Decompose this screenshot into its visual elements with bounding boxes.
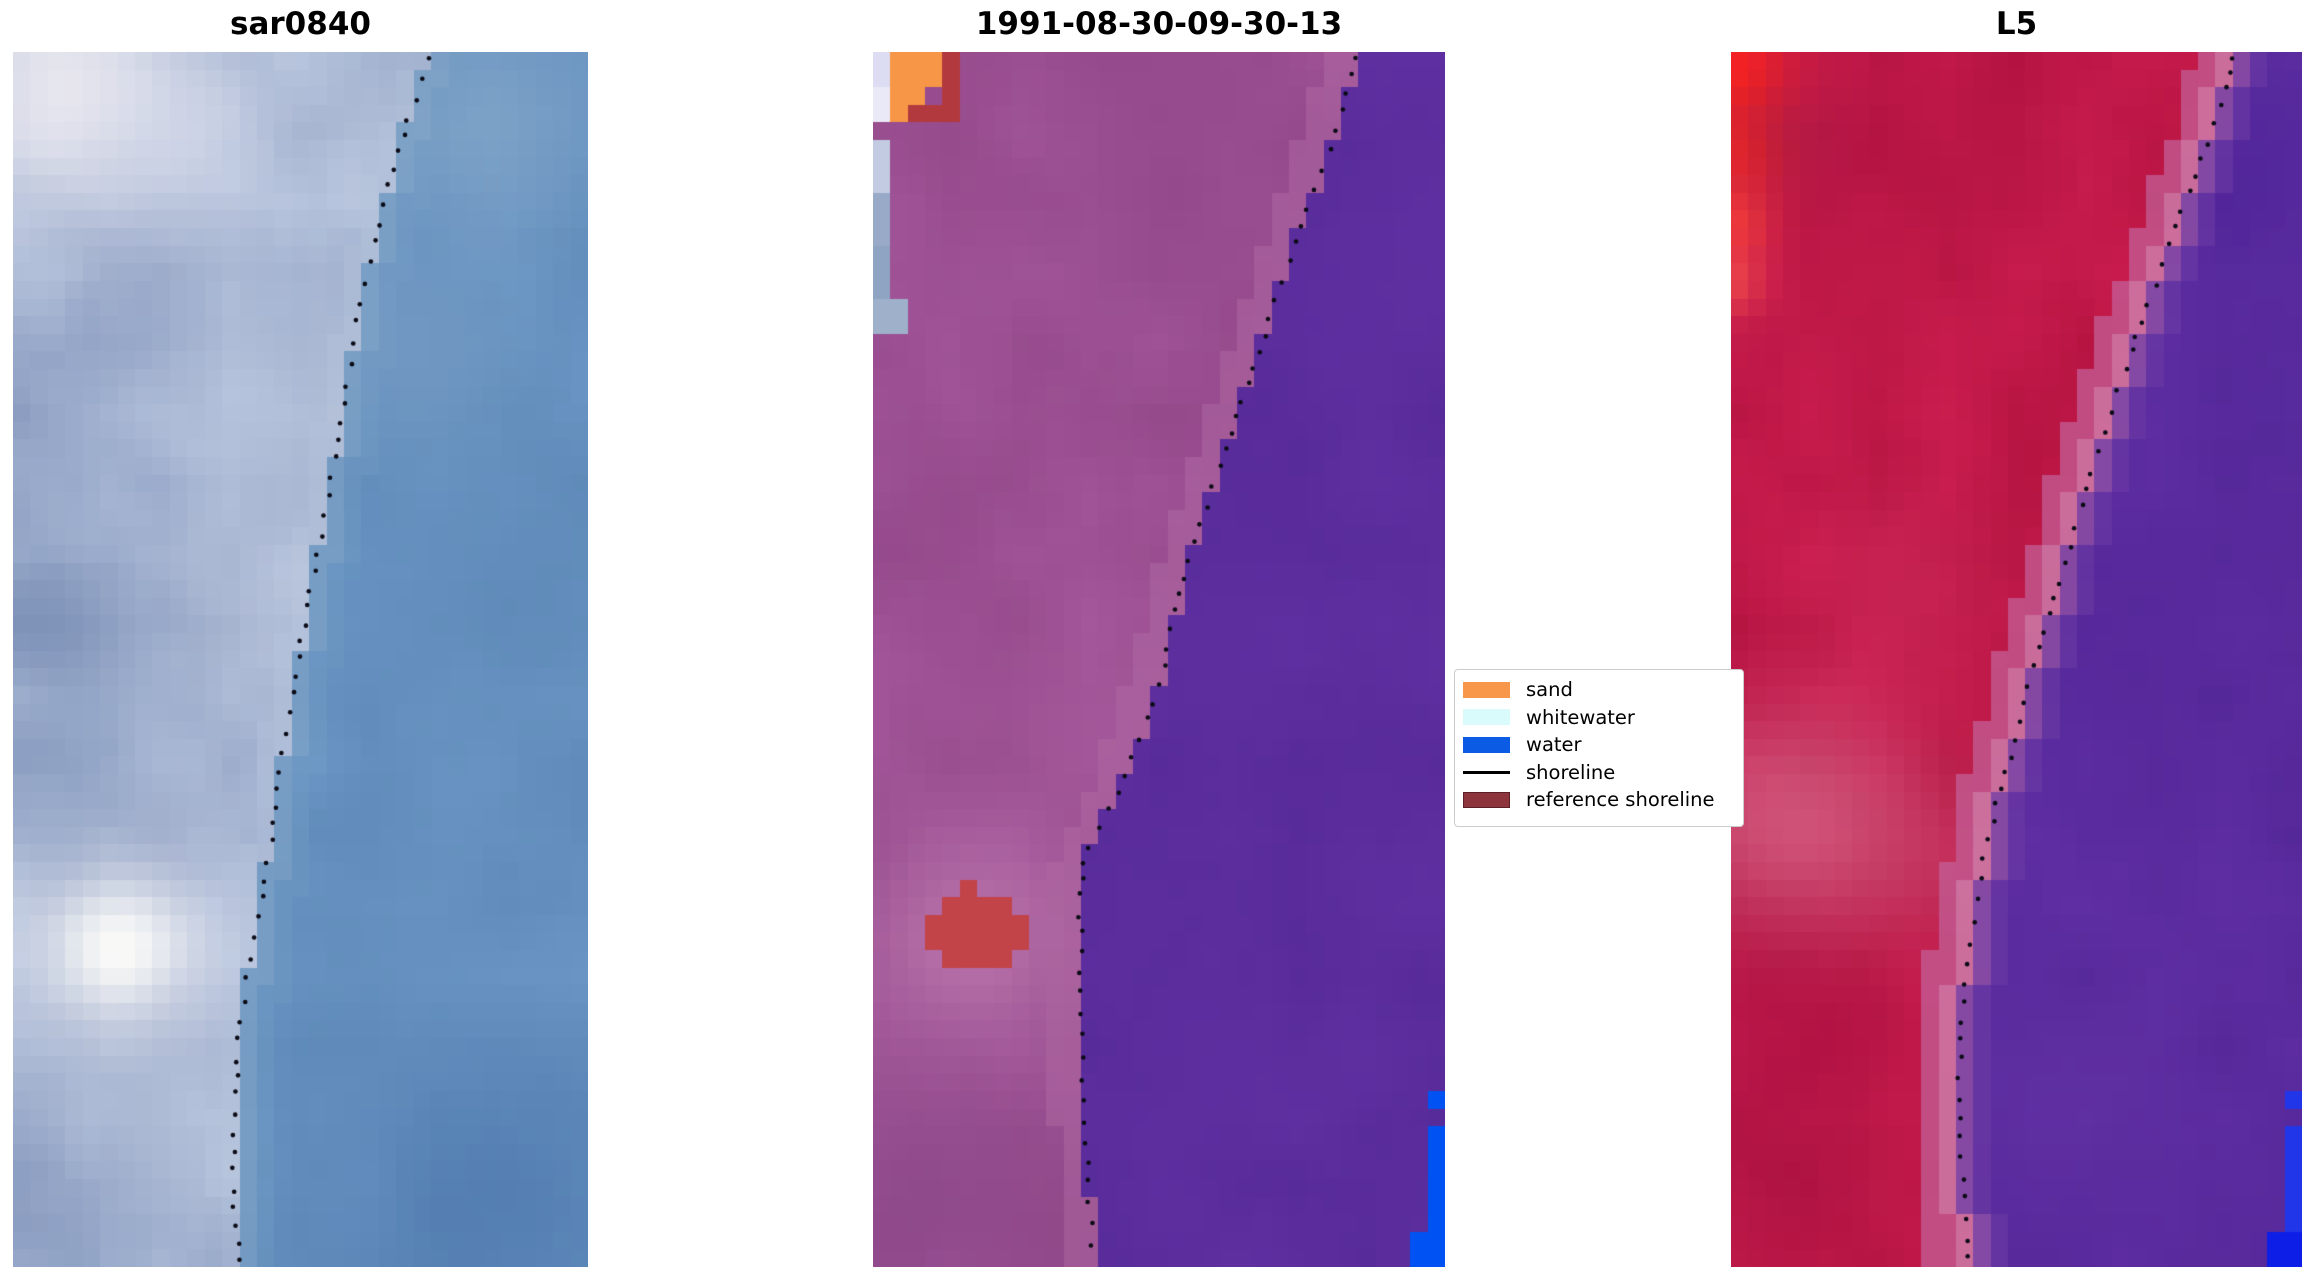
panel-sar0840: sar0840 <box>13 6 588 1267</box>
panel-title-sar0840: sar0840 <box>230 6 371 42</box>
legend-row-sand: sand <box>1463 676 1743 704</box>
panel-title-classified-date: 1991-08-30-09-30-13 <box>975 6 1343 42</box>
legend-swatch-water <box>1463 736 1510 753</box>
classified-canvas <box>873 52 1445 1267</box>
panel-title-l5: L5 <box>1995 6 2038 42</box>
l5-canvas <box>1731 52 2302 1267</box>
panel-l5: L5 <box>1731 6 2302 1267</box>
legend-swatch-reference-shoreline <box>1463 791 1510 808</box>
sar0840-canvas <box>13 52 588 1267</box>
legend-label: water <box>1526 733 1582 756</box>
legend-row-whitewater: whitewater <box>1463 704 1743 732</box>
legend-row-water: water <box>1463 731 1743 759</box>
legend-swatch-whitewater <box>1463 709 1510 726</box>
legend-row-reference-shoreline: reference shoreline <box>1463 786 1743 814</box>
legend-swatch-shoreline <box>1463 771 1510 774</box>
legend: sand whitewater water shoreline reference sh… <box>1454 669 1744 827</box>
panel-classified-date: 1991-08-30-09-30-13 <box>873 6 1445 1267</box>
legend-label: sand <box>1526 678 1573 701</box>
legend-label: whitewater <box>1526 705 1635 729</box>
legend-row-shoreline: shoreline <box>1463 759 1743 787</box>
legend-swatch-sand <box>1463 681 1510 698</box>
legend-label: reference shoreline <box>1526 788 1715 811</box>
legend-label: shoreline <box>1526 760 1616 784</box>
